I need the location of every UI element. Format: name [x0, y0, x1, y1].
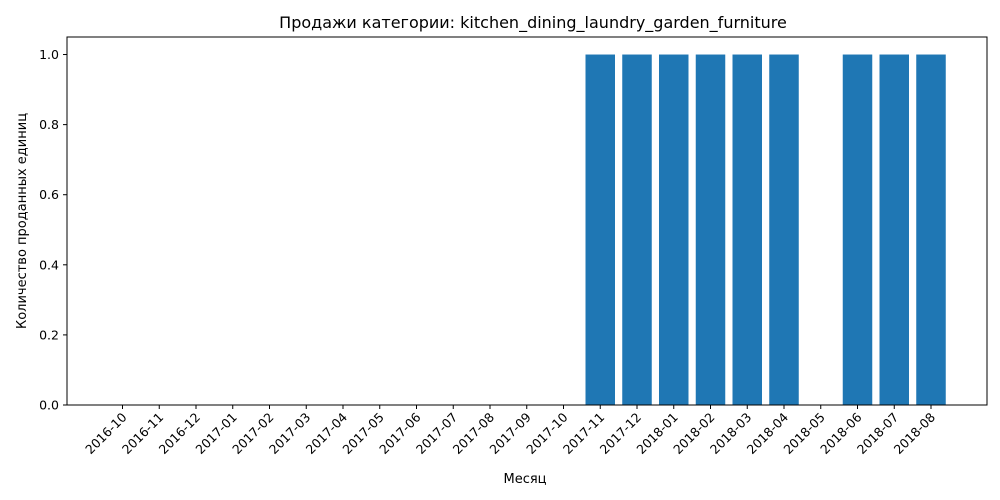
bar-2018-03: [732, 54, 762, 406]
y-axis-label: Количество проданных единиц: [15, 113, 30, 329]
y-tick-label: 0.8: [39, 117, 59, 132]
y-axis: 0.0 0.2 0.4 0.6 0.8 1.0: [39, 47, 67, 413]
bar-2018-01: [659, 54, 689, 406]
y-tick-label: 0.4: [39, 257, 59, 272]
bar-2018-08: [916, 54, 946, 406]
chart-title: Продажи категории: kitchen_dining_laundr…: [279, 13, 787, 33]
bars-group: [585, 54, 946, 406]
bar-2018-02: [695, 54, 726, 406]
x-axis-label: Месяц: [503, 472, 546, 487]
bar-2018-07: [879, 54, 909, 406]
y-tick-label: 1.0: [39, 47, 59, 62]
y-tick-label: 0.2: [39, 327, 59, 342]
bar-2017-11: [585, 54, 615, 406]
bar-2018-04: [769, 54, 799, 406]
y-tick-label: 0.6: [39, 187, 59, 202]
x-axis: 2016-102016-112016-122017-012017-022017-…: [82, 405, 938, 457]
y-tick-label: 0.0: [39, 398, 59, 413]
bar-2017-12: [622, 54, 652, 406]
bar-2018-06: [842, 54, 873, 406]
